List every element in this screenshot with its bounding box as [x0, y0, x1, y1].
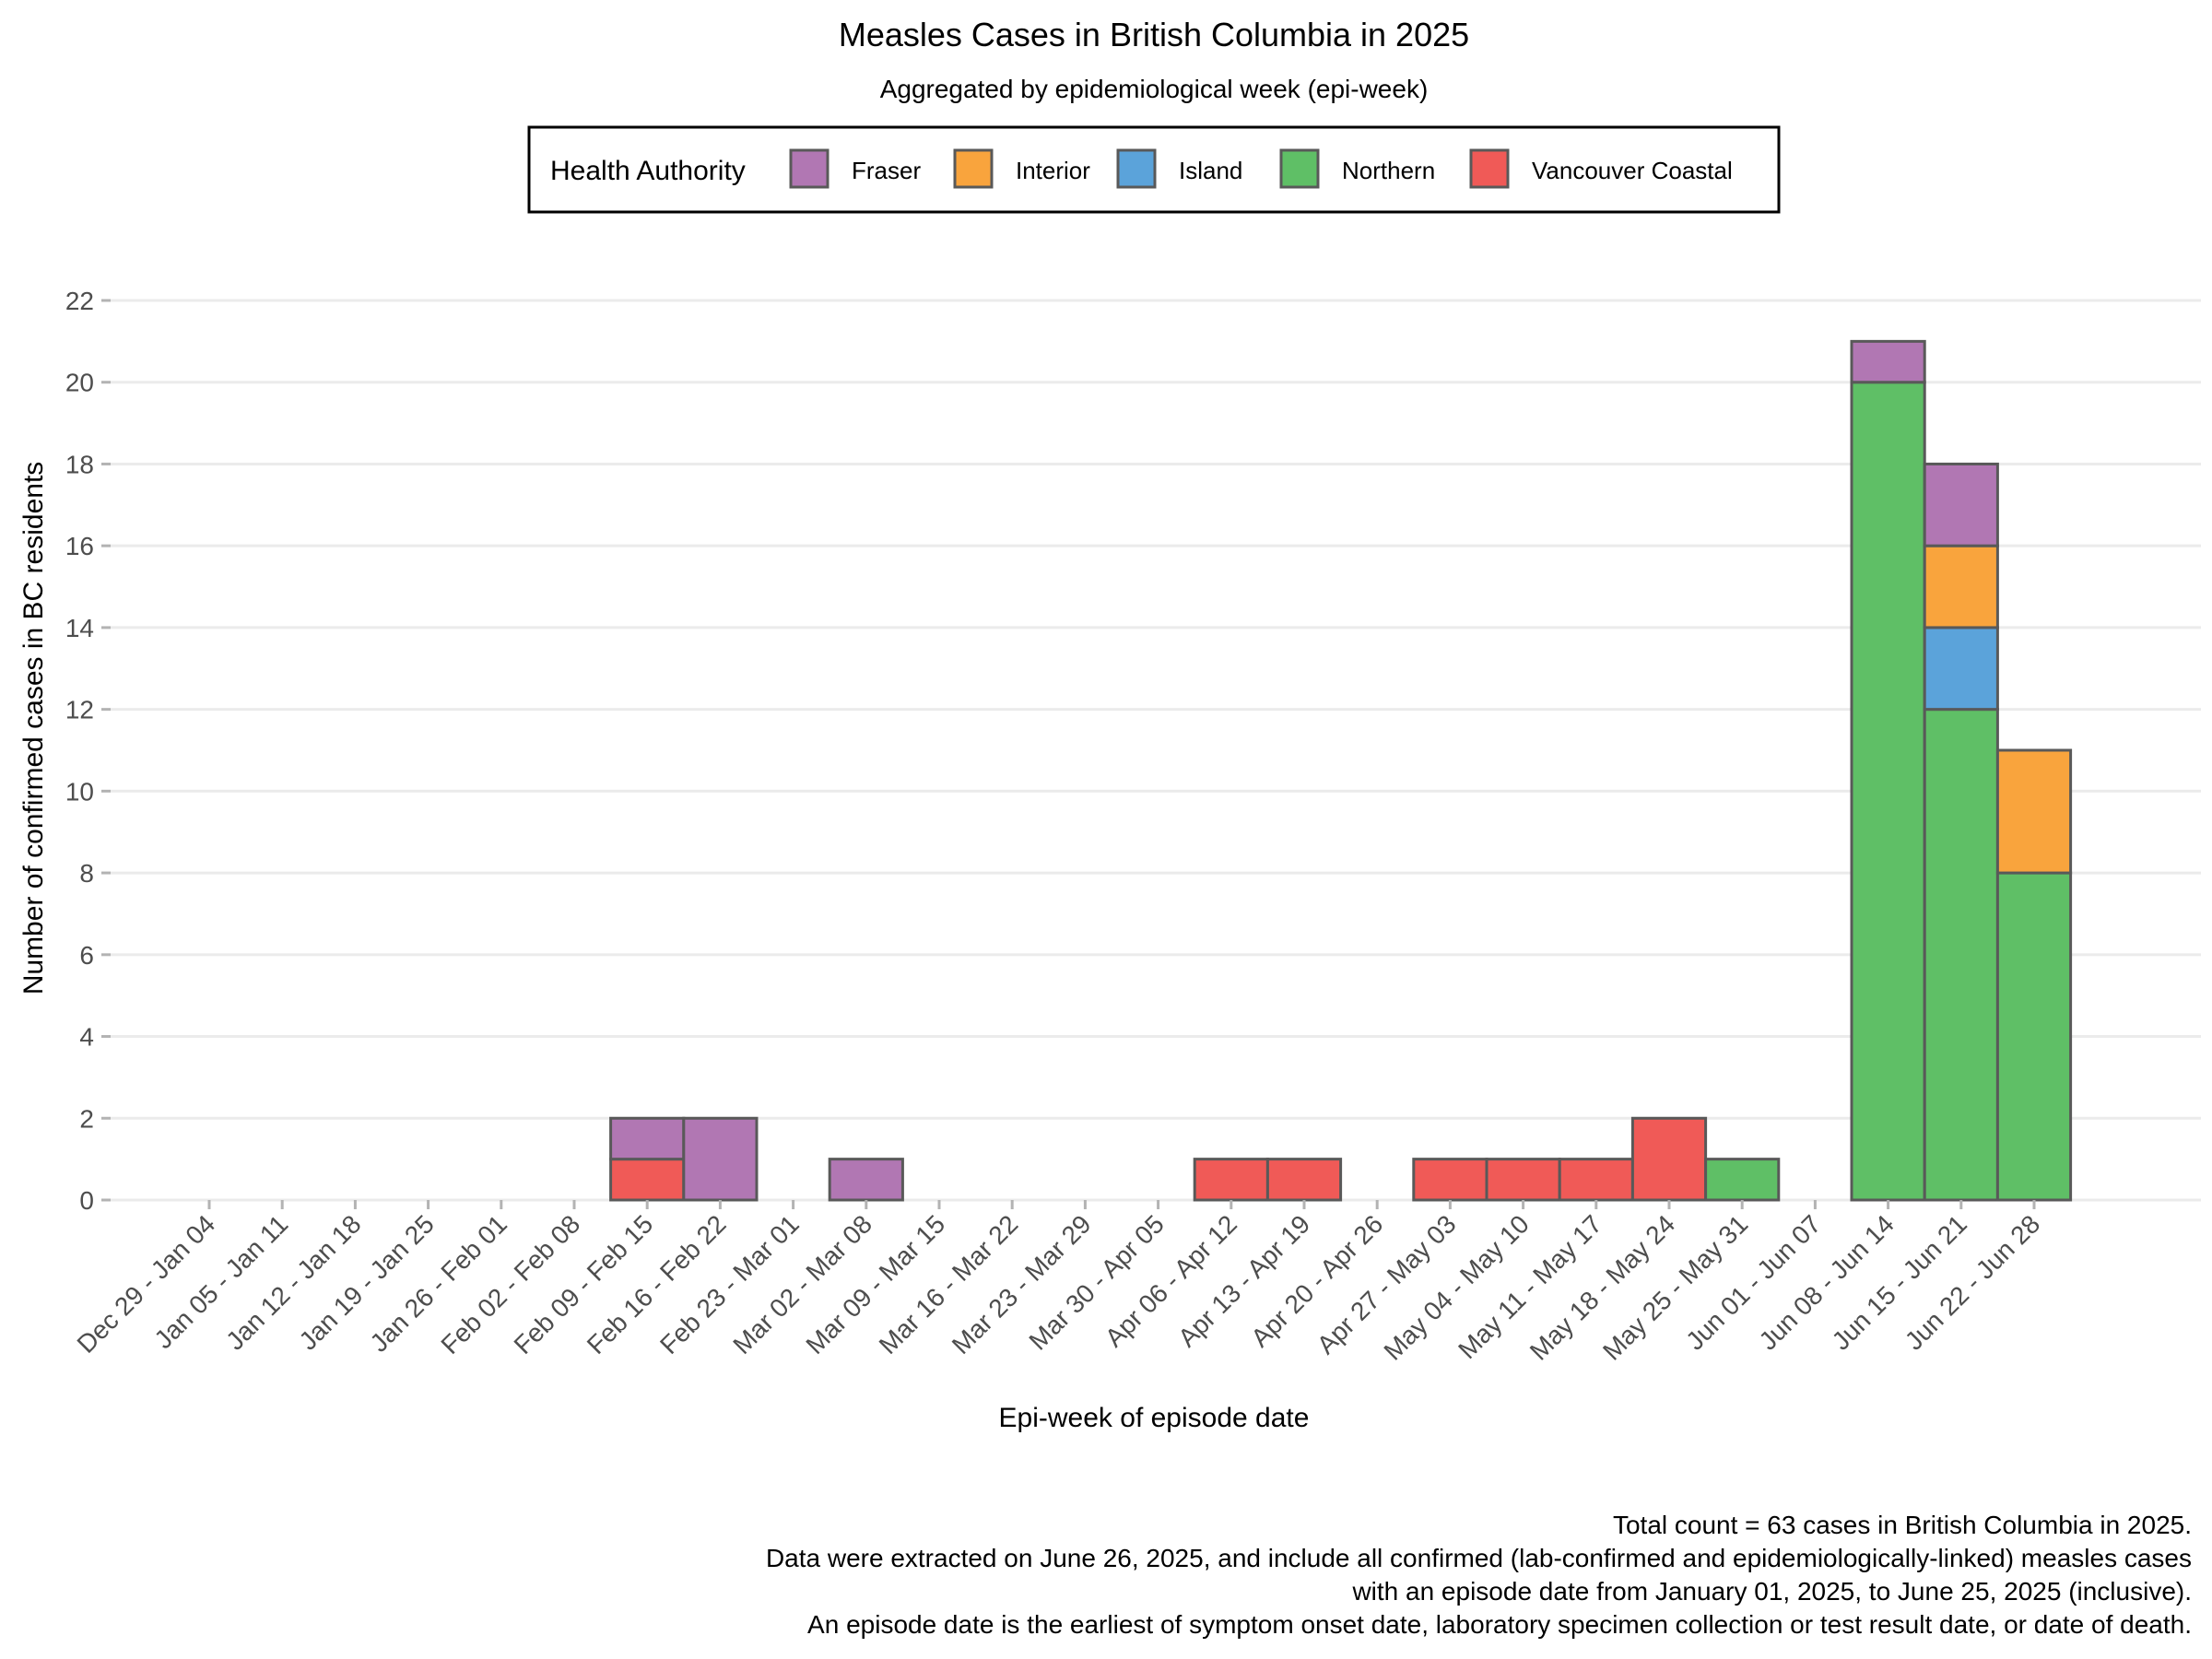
bar-segment [1995, 871, 2073, 1202]
x-tick-label: Apr 20 - Apr 26 [1245, 1209, 1388, 1352]
bar-segment [682, 1116, 759, 1202]
bar-segment [1995, 748, 2073, 875]
legend-swatch [789, 148, 830, 189]
y-tick-label: 14 [65, 614, 94, 642]
y-tick-label: 4 [79, 1023, 94, 1052]
bar-segment [828, 1158, 904, 1202]
legend-swatch [1116, 148, 1157, 189]
bar-segment [609, 1116, 686, 1161]
legend: Health Authority Fraser Interior Island Nor… [527, 125, 1781, 214]
x-tick-label: Jun 01 - Jun 07 [1680, 1209, 1826, 1355]
legend-swatch [953, 148, 994, 189]
bar-segment [1558, 1158, 1634, 1202]
y-tick-label: 12 [65, 696, 94, 724]
y-tick-label: 8 [79, 859, 94, 888]
legend-label: Vancouver Coastal [1532, 157, 1733, 184]
legend-label: Northern [1342, 157, 1435, 184]
x-tick-label: Apr 06 - Apr 12 [1100, 1209, 1242, 1352]
bar-segment [1850, 339, 1926, 384]
y-tick-label: 20 [65, 369, 94, 397]
x-tick-label: Jun 22 - Jun 28 [1900, 1209, 2045, 1355]
y-tick-label: 16 [65, 532, 94, 560]
legend-swatch [1279, 148, 1320, 189]
caption-line: Data were extracted on June 26, 2025, an… [766, 1544, 2192, 1572]
caption-line: Total count = 63 cases in British Columb… [1613, 1511, 2192, 1539]
x-tick-label: Jan 05 - Jan 11 [148, 1209, 293, 1354]
y-tick-label: 22 [65, 287, 94, 315]
bar-segment [1704, 1158, 1781, 1202]
bar-segment [1485, 1158, 1561, 1202]
legend-title: Health Authority [550, 156, 746, 186]
y-tick-label: 2 [79, 1104, 94, 1133]
caption-line: An episode date is the earliest of sympt… [807, 1610, 2192, 1639]
x-tick-label: Jan 12 - Jan 18 [220, 1209, 366, 1355]
bar-segment [1630, 1116, 1708, 1202]
bar-segment [1923, 544, 1999, 629]
legend-swatch [1469, 148, 1510, 189]
caption-line: with an episode date from January 01, 20… [1351, 1577, 2192, 1606]
bar-segment [1850, 381, 1926, 1202]
bars [609, 339, 2073, 1202]
y-tick-label: 18 [65, 450, 94, 478]
y-tick-label: 0 [79, 1186, 94, 1215]
chart-title: Measles Cases in British Columbia in 202… [839, 16, 1469, 53]
x-tick-label: Jun 08 - Jun 14 [1753, 1209, 1899, 1355]
chart-subtitle: Aggregated by epidemiological week (epi-… [880, 75, 1429, 103]
y-axis: 0 2 4 6 8 10 12 14 16 18 20 22 [65, 287, 111, 1215]
bar-segment [1923, 462, 1999, 547]
x-tick-label: Jan 19 - Jan 25 [293, 1209, 439, 1355]
y-tick-label: 6 [79, 941, 94, 970]
x-axis-label: Epi-week of episode date [999, 1403, 1310, 1433]
y-axis-label: Number of confirmed cases in BC resident… [18, 462, 49, 995]
bar-segment [609, 1158, 686, 1202]
bar-segment [1193, 1158, 1269, 1202]
x-tick-label: Apr 13 - Apr 19 [1172, 1209, 1315, 1352]
legend-label: Fraser [852, 157, 921, 184]
x-tick-label: Jun 15 - Jun 21 [1827, 1209, 1972, 1355]
x-tick-label: Mar 30 - Apr 05 [1023, 1209, 1169, 1355]
caption: Total count = 63 cases in British Columb… [766, 1511, 2192, 1639]
bar-segment [1412, 1158, 1488, 1202]
bar-segment [1923, 708, 1999, 1202]
bar-segment [1923, 626, 1999, 712]
legend-label: Island [1179, 157, 1242, 184]
bar-segment [1265, 1158, 1343, 1202]
legend-label: Interior [1016, 157, 1090, 184]
y-tick-label: 10 [65, 777, 94, 806]
